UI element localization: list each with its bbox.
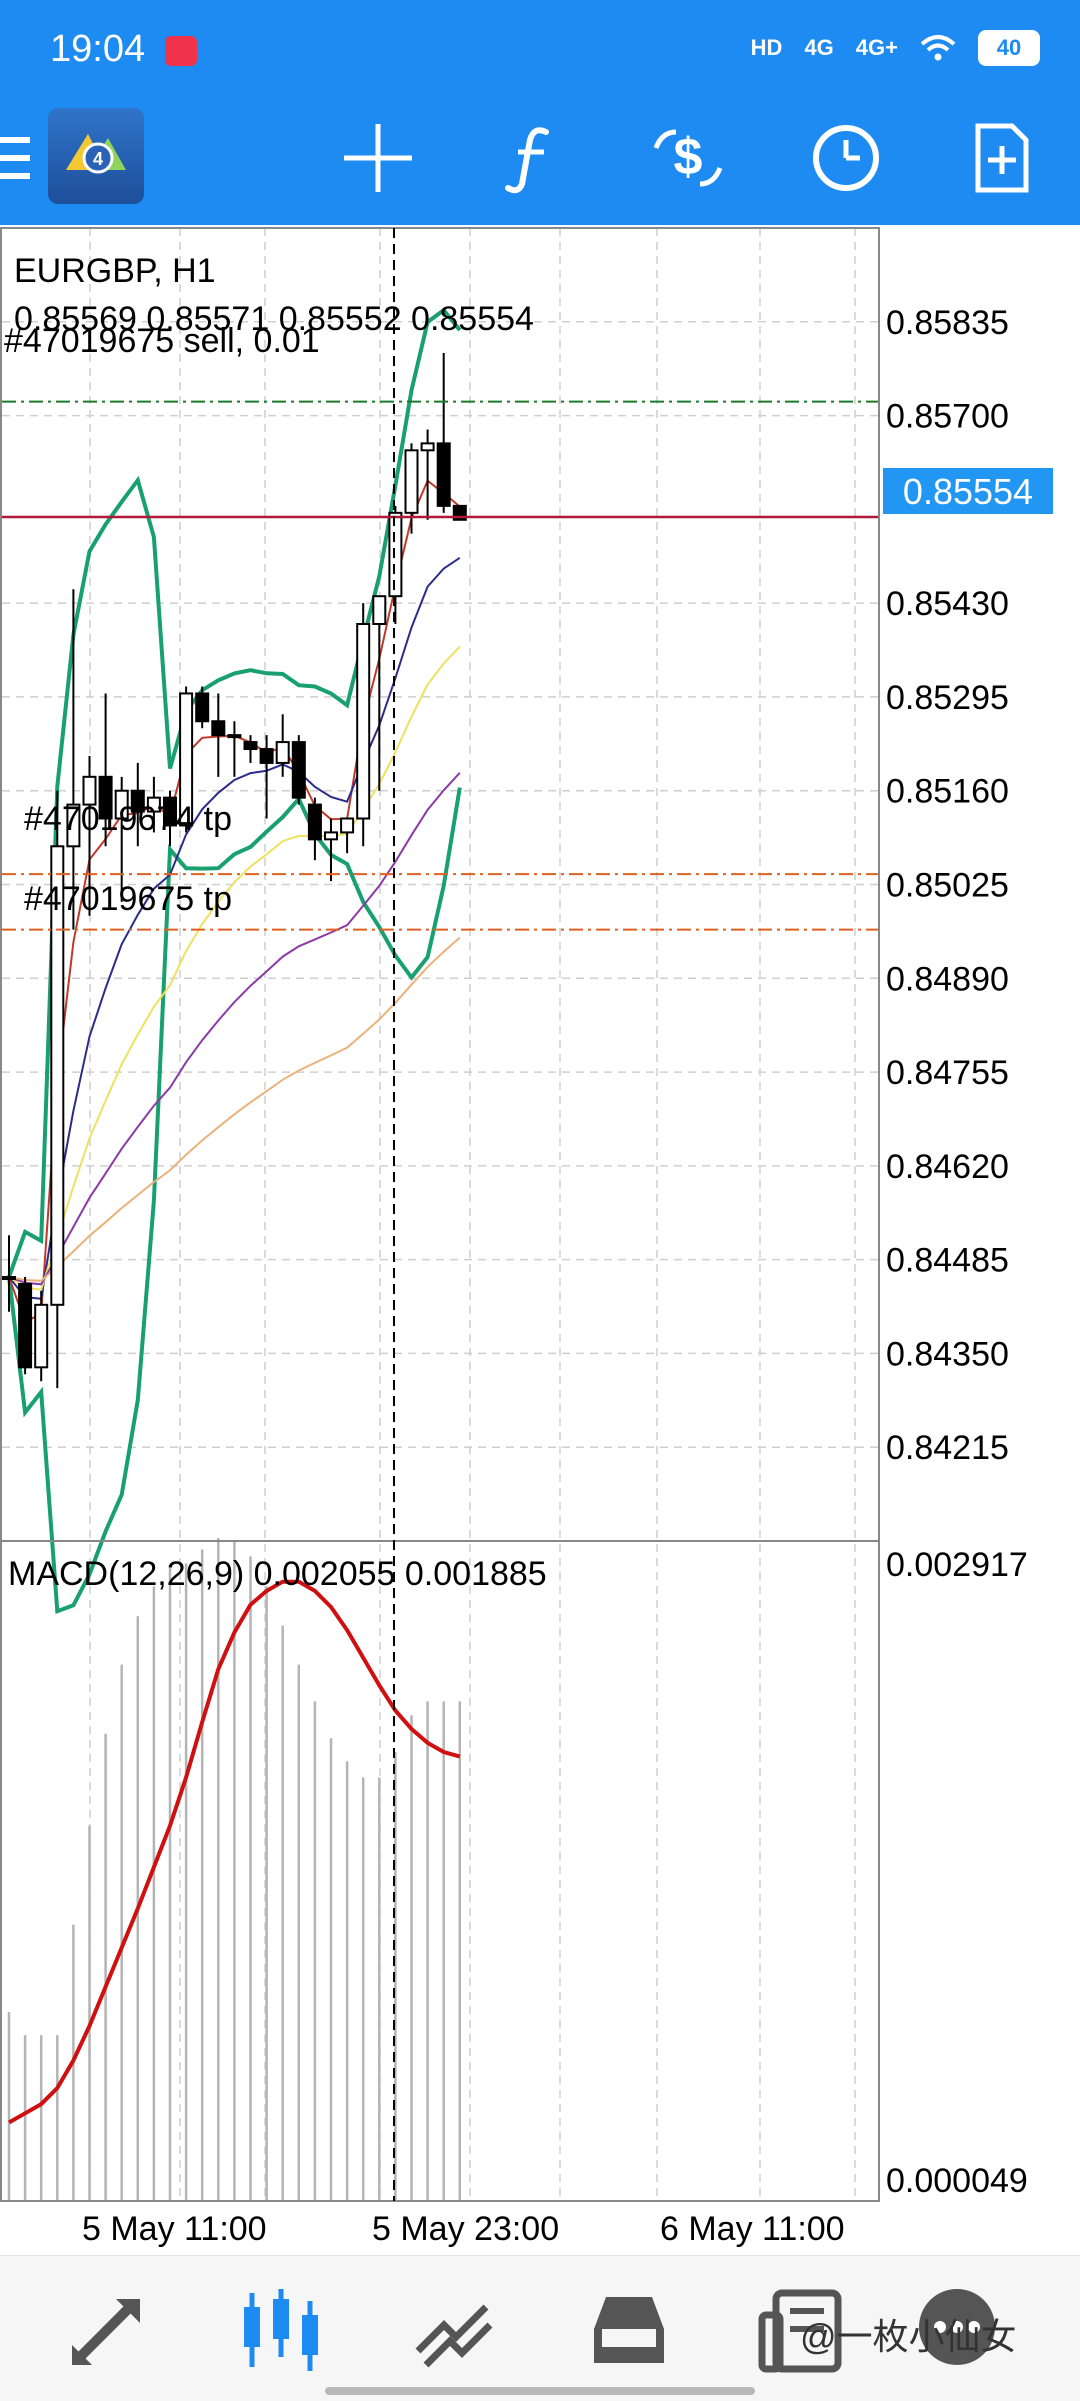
bollinger-lower-line bbox=[7, 787, 462, 1614]
candle-body bbox=[195, 692, 210, 723]
price-tick-label: 0.85295 bbox=[886, 679, 1009, 717]
candle-body bbox=[372, 595, 387, 625]
bottom-navigation bbox=[0, 2255, 1080, 2401]
svg-text:4: 4 bbox=[93, 149, 103, 169]
macd-label: MACD(12,26,9) 0.002055 0.001885 bbox=[8, 1555, 547, 1593]
trade-icon[interactable] bbox=[410, 2285, 500, 2375]
candle-body bbox=[436, 442, 451, 507]
ohlc-readout: 0.85569 0.85571 0.85552 0.85554 bbox=[14, 300, 534, 338]
battery-icon: 40 bbox=[978, 30, 1040, 66]
macd-panel bbox=[7, 1538, 462, 2201]
candles-layer bbox=[2, 353, 467, 1389]
symbol-timeframe-label: EURGBP, H1 bbox=[14, 252, 216, 290]
svg-text:$: $ bbox=[674, 128, 703, 186]
news-icon[interactable] bbox=[758, 2285, 848, 2375]
status-bar: 19:04 HD 4G 4G+ 40 bbox=[0, 0, 1080, 100]
candle-body bbox=[50, 845, 65, 1306]
timeframe-clock-icon[interactable] bbox=[806, 118, 886, 198]
status-icons: HD 4G 4G+ 40 bbox=[751, 30, 1040, 66]
candle-body bbox=[388, 511, 403, 598]
candle-body bbox=[324, 831, 338, 841]
candle-body bbox=[34, 1303, 49, 1369]
candle-body bbox=[291, 741, 306, 799]
new-order-icon[interactable] bbox=[962, 118, 1042, 198]
current-price-value: 0.85554 bbox=[903, 471, 1033, 512]
price-tick-label: 0.85430 bbox=[886, 585, 1009, 623]
toolbar bbox=[0, 100, 1080, 225]
signal-4g-icon: 4G bbox=[804, 35, 834, 60]
price-tick-label: 0.84890 bbox=[886, 960, 1009, 998]
ma-very-long-line bbox=[8, 936, 461, 1282]
wifi-icon bbox=[920, 35, 956, 61]
indicator-f-icon[interactable] bbox=[494, 118, 574, 198]
watermark: @一枚小仙女 bbox=[800, 2316, 1017, 2357]
price-tick-label: 0.85700 bbox=[886, 398, 1009, 436]
candle-body bbox=[420, 442, 435, 452]
quotes-icon[interactable] bbox=[62, 2285, 152, 2375]
order-levels bbox=[2, 400, 878, 931]
price-tick-label: 0.84620 bbox=[886, 1148, 1009, 1186]
macd-tick-top: 0.002917 bbox=[886, 1546, 1028, 1584]
price-tick-label: 0.84485 bbox=[886, 1242, 1009, 1280]
macd-tick-bottom: 0.000049 bbox=[886, 2162, 1028, 2200]
candle-body bbox=[98, 775, 113, 820]
notification-app-icon bbox=[165, 36, 197, 66]
current-price-badge bbox=[883, 468, 1053, 514]
menu-icon[interactable] bbox=[0, 135, 30, 181]
status-time: 19:04 bbox=[50, 28, 146, 70]
price-tick-label: 0.84755 bbox=[886, 1054, 1009, 1092]
one-click-trading-icon[interactable]: $ bbox=[648, 118, 728, 198]
price-tick-label: 0.85025 bbox=[886, 867, 1009, 905]
candle-body bbox=[227, 734, 242, 739]
candle-body bbox=[243, 741, 258, 751]
home-indicator[interactable] bbox=[325, 2387, 755, 2395]
price-tick-label: 0.84350 bbox=[886, 1335, 1009, 1373]
candle-body bbox=[66, 803, 81, 848]
candle-body bbox=[275, 741, 290, 764]
time-label: 6 May 11:00 bbox=[660, 2210, 845, 2248]
ma-slow-line bbox=[8, 645, 461, 1291]
candle-body bbox=[307, 803, 322, 841]
hd-icon: HD bbox=[750, 35, 783, 60]
signal-4g-plus-icon: 4G+ bbox=[855, 35, 898, 60]
chart-icon[interactable] bbox=[236, 2285, 326, 2375]
candle-body bbox=[2, 1276, 16, 1281]
candle-body bbox=[18, 1282, 33, 1369]
time-label: 5 May 11:00 bbox=[82, 2210, 267, 2248]
ma-medium-line bbox=[8, 556, 461, 1300]
candle-body bbox=[130, 789, 145, 813]
candle-body bbox=[82, 775, 97, 806]
candle-body bbox=[146, 796, 161, 813]
metatrader-logo-icon[interactable]: 4 bbox=[48, 108, 144, 204]
macd-panel-frame bbox=[0, 1540, 880, 2202]
price-tick-label: 0.85835 bbox=[886, 304, 1009, 342]
messages-icon[interactable] bbox=[912, 2285, 1002, 2375]
price-axis: 0.85835 0.85700 0.85430 0.85295 0.85160 0.850… bbox=[886, 304, 1009, 1467]
candle-body bbox=[114, 789, 129, 820]
candle-body bbox=[404, 449, 419, 514]
candle-body bbox=[179, 692, 194, 827]
price-chart[interactable]: EURGBP, H1 0.85569 0.85571 0.85552 0.855… bbox=[0, 225, 1080, 2255]
candle-body bbox=[163, 796, 177, 827]
macd-signal-line bbox=[8, 1579, 461, 2125]
candle-body bbox=[356, 622, 371, 820]
candle-body bbox=[340, 817, 355, 834]
candle-body bbox=[259, 748, 274, 764]
time-label: 5 May 23:00 bbox=[372, 2210, 559, 2248]
ma-long-line bbox=[8, 772, 461, 1286]
candle-body bbox=[211, 720, 226, 737]
price-tick-label: 0.84215 bbox=[886, 1429, 1009, 1467]
tp1-label: #47019674 tp bbox=[24, 800, 232, 838]
sell-order-label: #47019675 sell, 0.01 bbox=[4, 322, 320, 360]
price-tick-label: 0.85160 bbox=[886, 773, 1009, 811]
history-icon[interactable] bbox=[584, 2285, 674, 2375]
bollinger-upper-line bbox=[7, 307, 462, 1278]
tp2-label: #47019675 tp bbox=[24, 880, 232, 918]
crosshair-icon[interactable] bbox=[338, 118, 418, 198]
